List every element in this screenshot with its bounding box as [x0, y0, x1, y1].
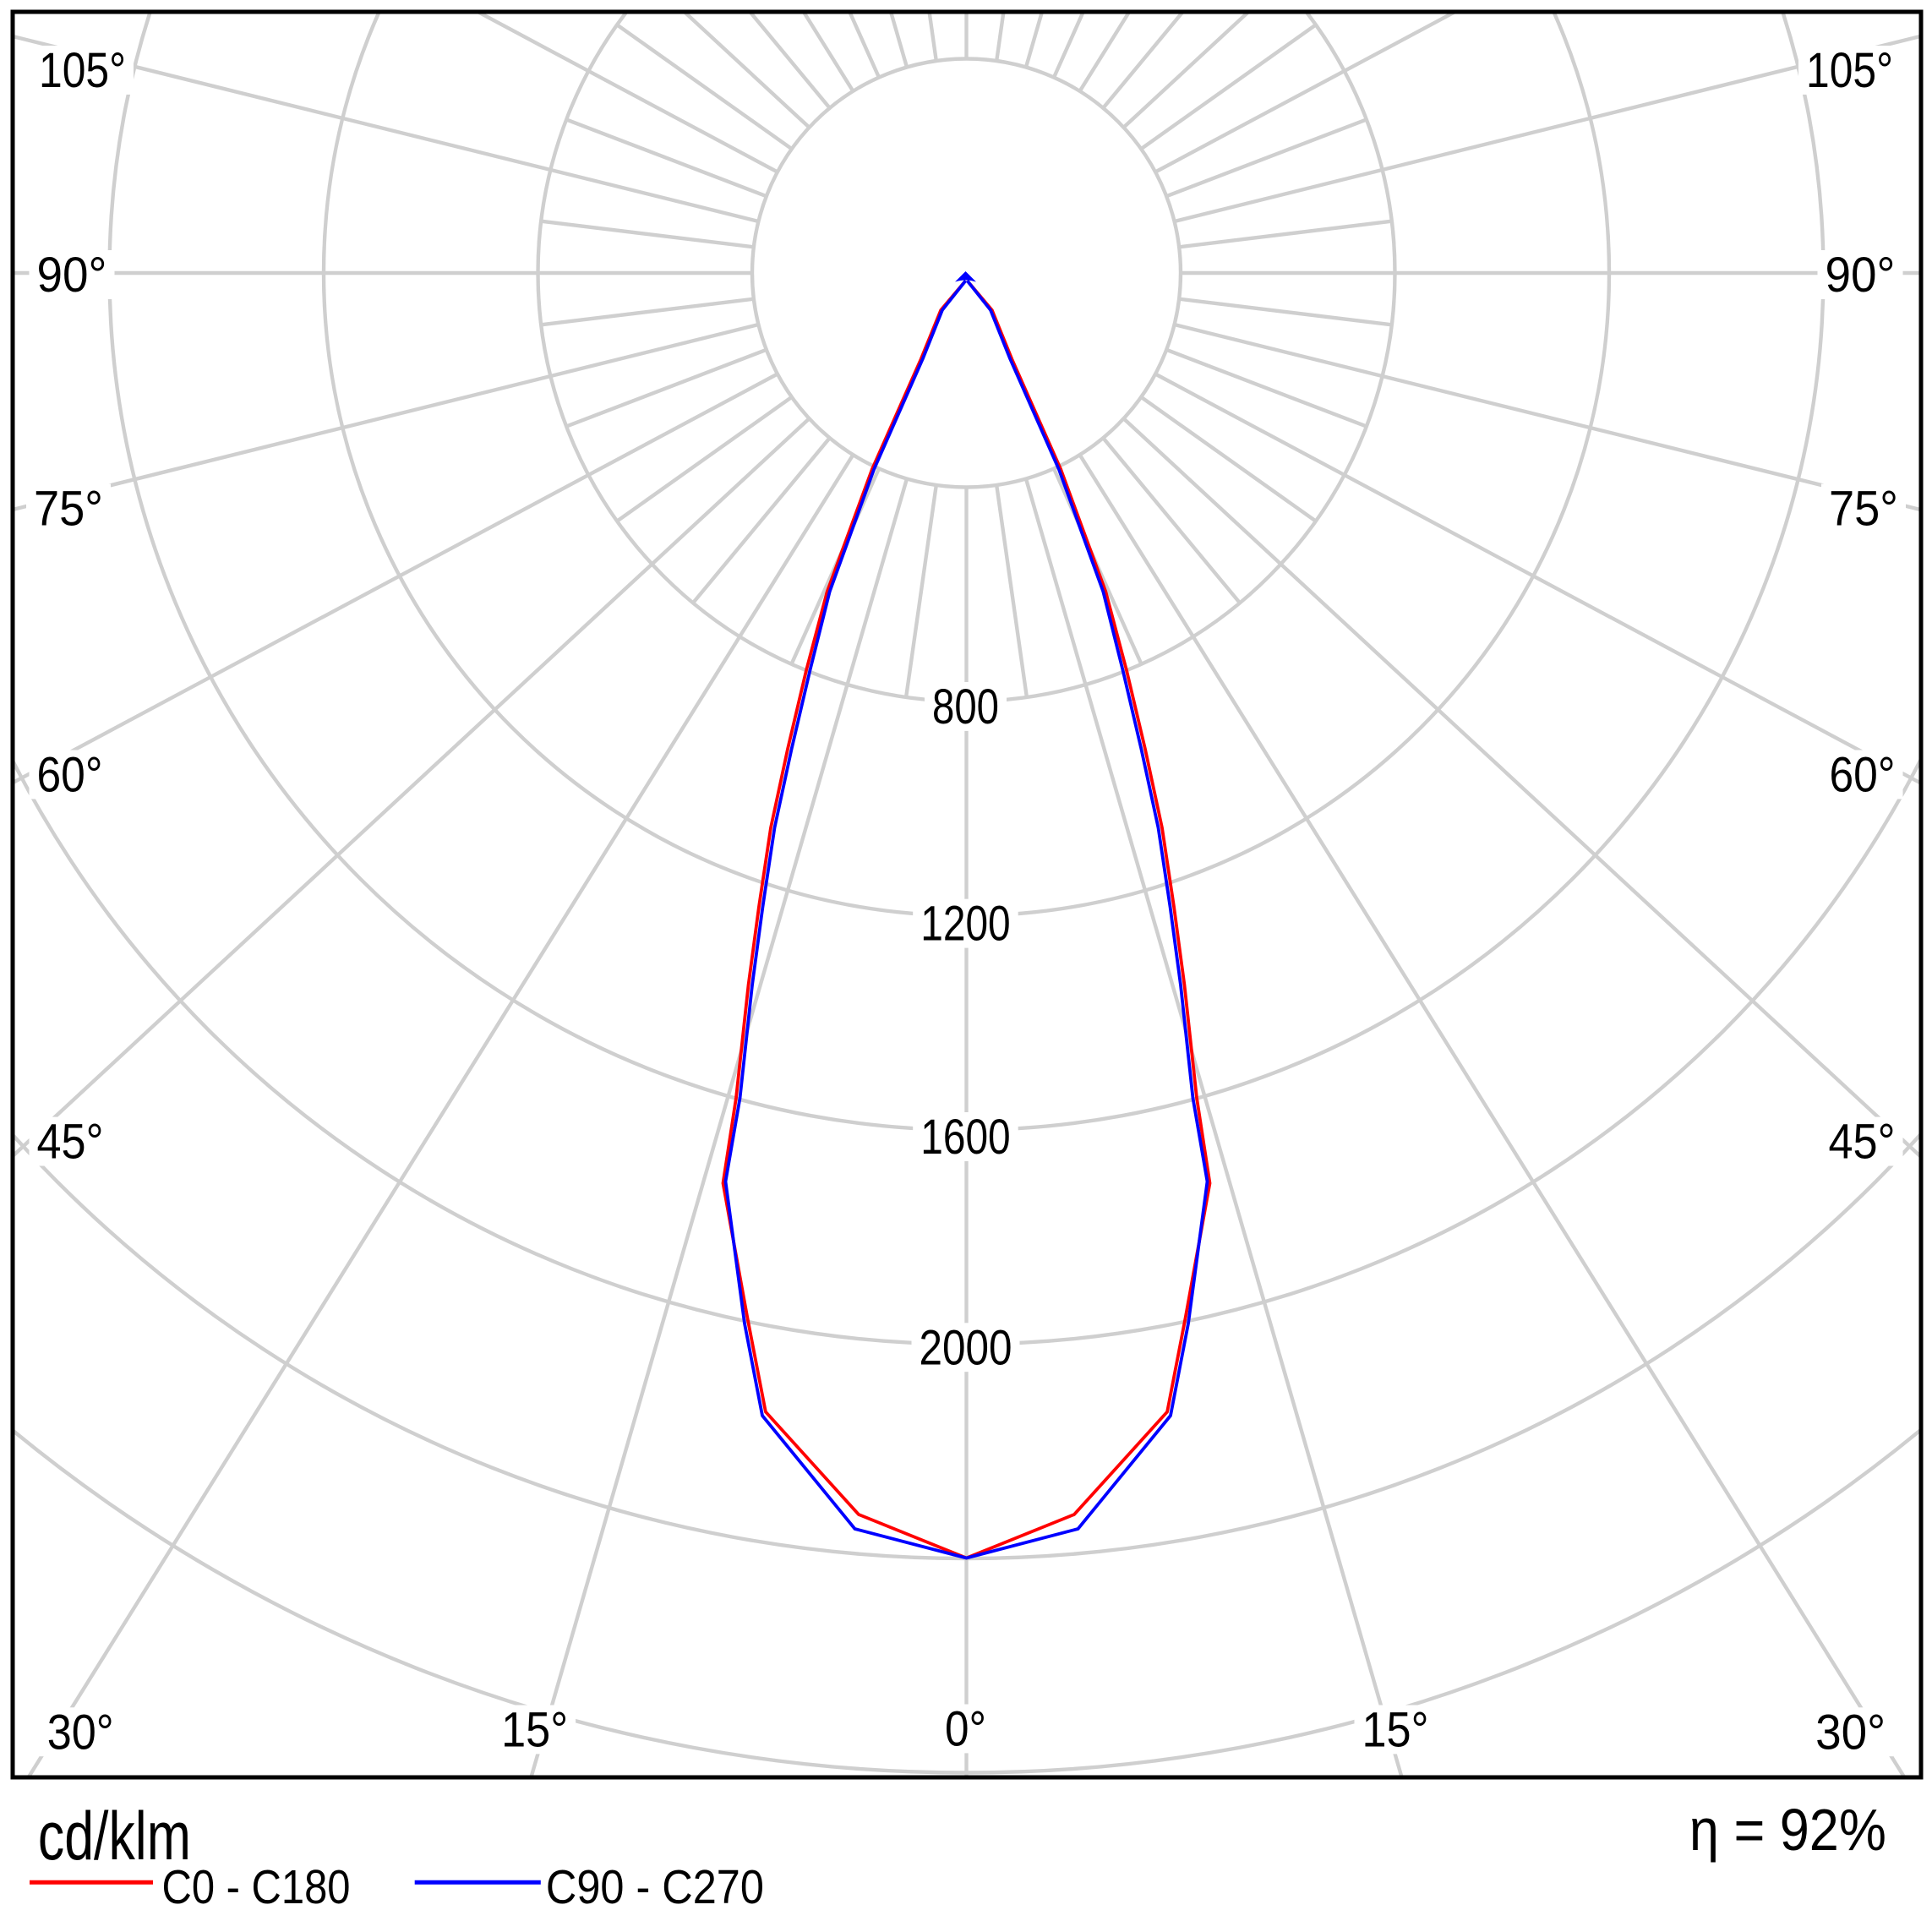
- svg-text:2000: 2000: [920, 1320, 1012, 1375]
- svg-text:45°: 45°: [37, 1115, 104, 1170]
- svg-text:15°: 15°: [501, 1703, 568, 1758]
- svg-text:75°: 75°: [34, 482, 103, 537]
- svg-text:cd/klm: cd/klm: [38, 1798, 191, 1875]
- svg-text:30°: 30°: [47, 1705, 114, 1760]
- svg-text:105°: 105°: [1806, 43, 1893, 98]
- svg-text:90°: 90°: [1826, 248, 1896, 303]
- svg-text:90°: 90°: [37, 248, 107, 303]
- svg-text:105°: 105°: [39, 43, 126, 98]
- svg-text:η = 92%: η = 92%: [1689, 1797, 1886, 1863]
- svg-text:800: 800: [932, 679, 999, 734]
- svg-text:60°: 60°: [37, 748, 103, 803]
- svg-text:C0 - C180: C0 - C180: [162, 1860, 351, 1914]
- svg-text:30°: 30°: [1815, 1705, 1886, 1760]
- svg-text:1200: 1200: [920, 897, 1011, 952]
- svg-text:0°: 0°: [945, 1702, 986, 1757]
- svg-text:C90 - C270: C90 - C270: [546, 1860, 764, 1914]
- svg-text:75°: 75°: [1829, 482, 1898, 537]
- svg-text:45°: 45°: [1829, 1115, 1896, 1170]
- svg-text:15°: 15°: [1362, 1703, 1429, 1758]
- svg-text:1600: 1600: [920, 1110, 1011, 1165]
- svg-text:60°: 60°: [1830, 748, 1896, 803]
